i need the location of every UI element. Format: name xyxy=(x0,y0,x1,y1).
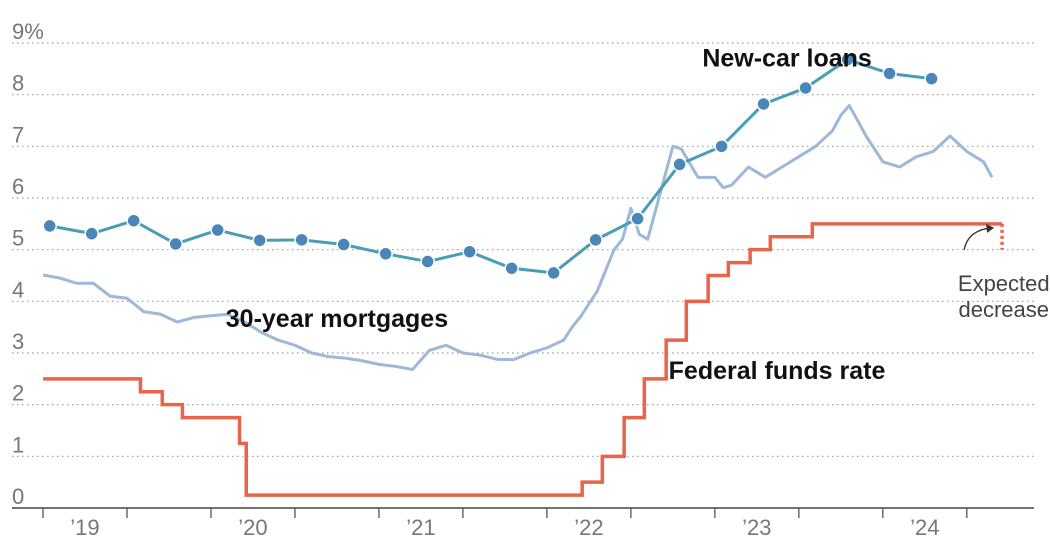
new-car-loans-point xyxy=(336,237,351,252)
x-tick-label-2021: ’21 xyxy=(406,515,435,540)
y-tick-label-1: 1 xyxy=(12,432,24,457)
y-tick-label-8: 8 xyxy=(12,71,24,96)
new-car-loans-point xyxy=(630,211,645,226)
x-tick-label-2024: ’24 xyxy=(910,515,939,540)
new-car-loans-point xyxy=(840,52,855,67)
new-car-loans-point xyxy=(924,71,939,86)
y-tick-label-9: 9% xyxy=(12,19,44,44)
new-car-loans-line xyxy=(49,58,932,275)
new-car-loans-point xyxy=(546,265,561,281)
new-car-loans-point xyxy=(168,236,183,252)
annotation-expected: Expected xyxy=(958,271,1050,296)
new-car-loans-point xyxy=(756,96,771,112)
new-car-loans-point xyxy=(210,222,225,238)
new-car-loans-point xyxy=(882,66,897,81)
y-tick-label-6: 6 xyxy=(12,174,24,199)
federal-funds-rate-label: Federal funds rate xyxy=(669,357,886,385)
new-car-loans-point xyxy=(252,233,267,248)
arrowhead-icon xyxy=(986,223,995,233)
new-car-loans-label: New-car loans xyxy=(702,44,872,72)
y-tick-label-7: 7 xyxy=(12,122,24,147)
new-car-loans-point xyxy=(420,254,435,269)
new-car-loans-point xyxy=(126,213,141,228)
new-car-loans-point xyxy=(462,244,477,259)
y-tick-label-0: 0 xyxy=(12,484,24,509)
new-car-loans-point xyxy=(504,261,519,276)
new-car-loans-point xyxy=(84,226,99,241)
y-tick-label-3: 3 xyxy=(12,329,24,354)
y-tick-label-4: 4 xyxy=(12,277,24,302)
y-tick-label-2: 2 xyxy=(12,381,24,406)
new-car-loans-point xyxy=(588,232,603,248)
x-tick-label-2023: ’23 xyxy=(742,515,771,540)
new-car-loans-point xyxy=(714,139,729,154)
new-car-loans-point xyxy=(378,246,393,262)
new-car-loans-point xyxy=(294,232,309,248)
y-tick-label-5: 5 xyxy=(12,226,24,251)
x-tick-label-2019: ’19 xyxy=(70,515,99,540)
new-car-loans-point xyxy=(672,157,687,172)
x-tick-label-2020: ’20 xyxy=(238,515,267,540)
new-car-loans-point xyxy=(42,218,57,234)
x-tick-label-2022: ’22 xyxy=(574,515,603,540)
new-car-loans-point xyxy=(798,80,813,96)
30-year-mortgages-line xyxy=(42,104,994,372)
30-year-mortgages-label: 30-year mortgages xyxy=(226,305,448,333)
annotation-decrease: decrease xyxy=(959,297,1050,322)
federal-funds-rate-line xyxy=(43,222,1003,497)
